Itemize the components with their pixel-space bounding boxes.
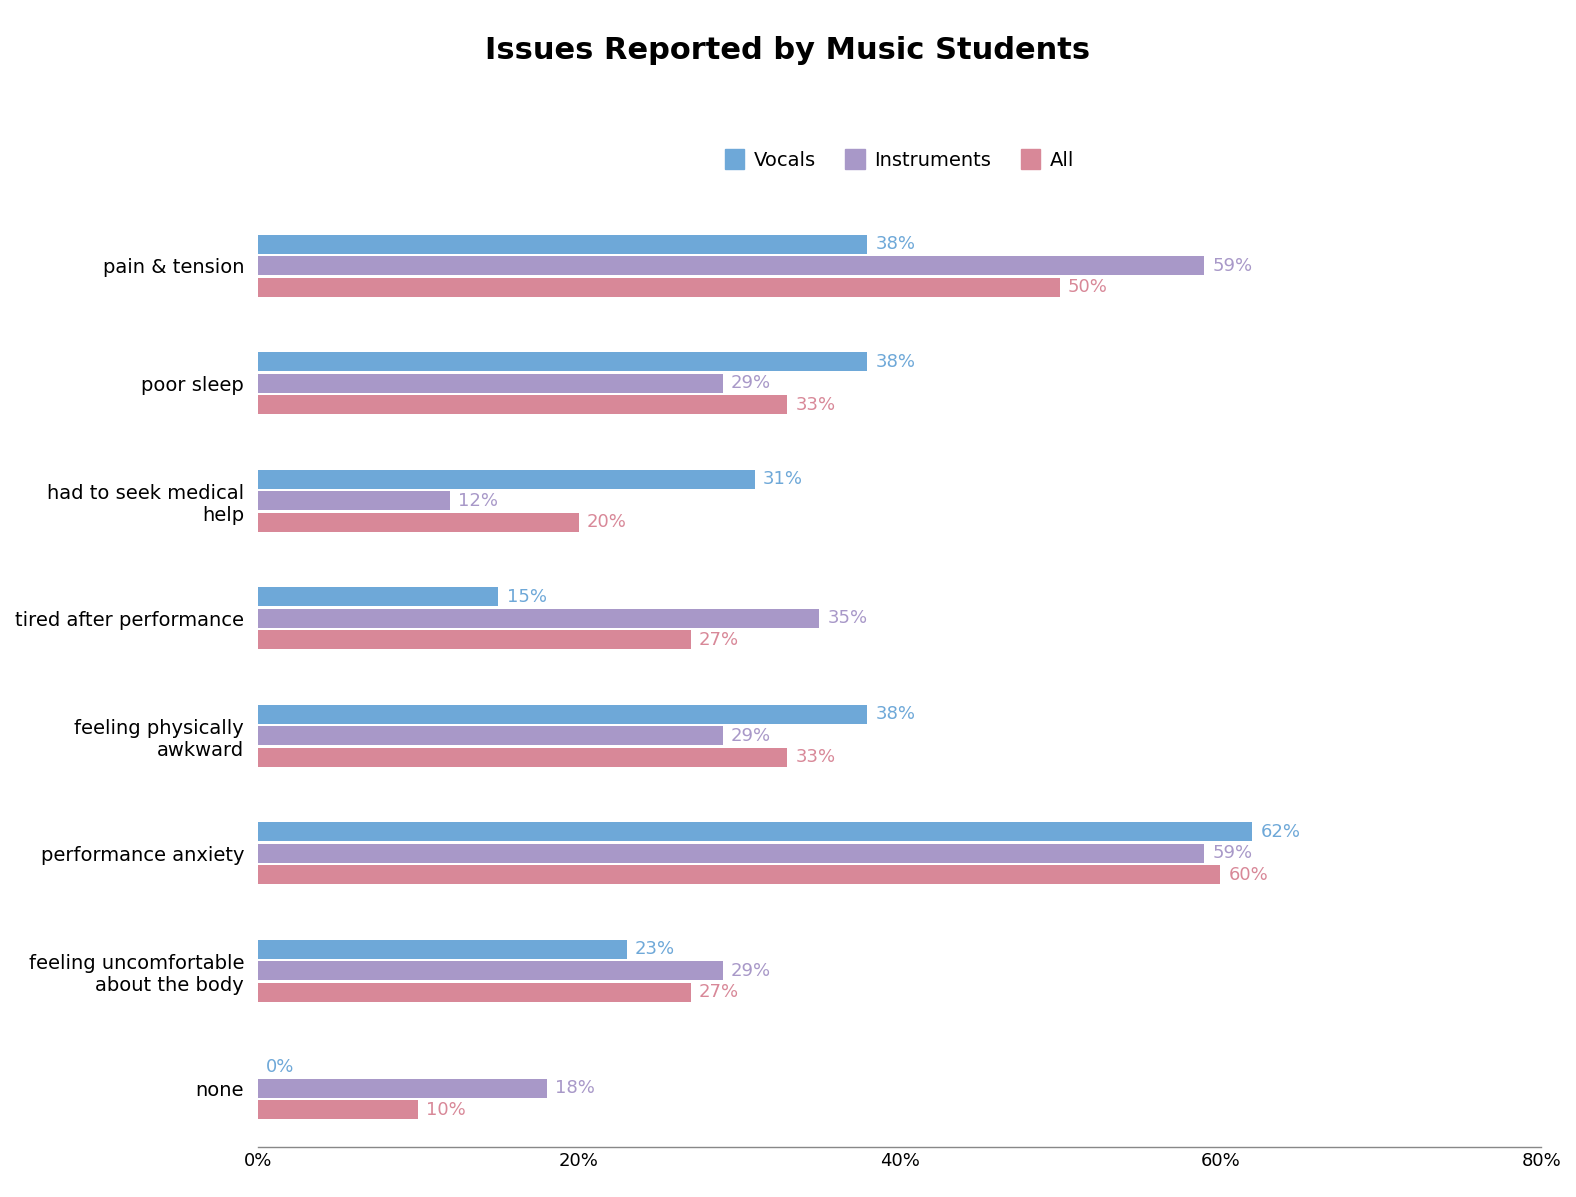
Bar bbox=[258, 940, 627, 959]
Text: 33%: 33% bbox=[796, 396, 835, 414]
Bar bbox=[258, 609, 820, 627]
Text: Issues Reported by Music Students: Issues Reported by Music Students bbox=[485, 36, 1091, 65]
Text: 20%: 20% bbox=[586, 514, 627, 531]
Bar bbox=[258, 822, 1253, 841]
Bar bbox=[258, 491, 451, 510]
Bar bbox=[258, 983, 690, 1002]
Text: 27%: 27% bbox=[700, 984, 739, 1002]
Text: 15%: 15% bbox=[506, 588, 547, 606]
Text: 12%: 12% bbox=[459, 492, 498, 510]
Bar bbox=[258, 748, 788, 767]
Bar bbox=[258, 235, 867, 254]
Text: 31%: 31% bbox=[763, 470, 804, 488]
Bar bbox=[258, 631, 690, 649]
Text: 23%: 23% bbox=[635, 941, 675, 959]
Bar bbox=[258, 395, 788, 414]
Bar bbox=[258, 1100, 418, 1119]
Text: 38%: 38% bbox=[875, 235, 916, 253]
Text: 33%: 33% bbox=[796, 748, 835, 766]
Bar bbox=[258, 469, 755, 488]
Text: 38%: 38% bbox=[875, 353, 916, 371]
Bar bbox=[258, 256, 1204, 275]
Bar bbox=[258, 512, 578, 531]
Bar bbox=[258, 278, 1061, 297]
Bar bbox=[258, 865, 1220, 885]
Bar bbox=[258, 961, 723, 980]
Text: 50%: 50% bbox=[1069, 278, 1108, 296]
Text: 38%: 38% bbox=[875, 705, 916, 723]
Bar bbox=[258, 352, 867, 371]
Text: 0%: 0% bbox=[266, 1058, 295, 1076]
Bar bbox=[258, 373, 723, 393]
Text: 35%: 35% bbox=[827, 609, 867, 627]
Bar bbox=[258, 1078, 547, 1098]
Bar bbox=[258, 844, 1204, 863]
Text: 27%: 27% bbox=[700, 631, 739, 649]
Text: 59%: 59% bbox=[1212, 844, 1253, 862]
Bar bbox=[258, 705, 867, 724]
Text: 18%: 18% bbox=[555, 1080, 594, 1098]
Text: 59%: 59% bbox=[1212, 256, 1253, 274]
Text: 60%: 60% bbox=[1228, 865, 1269, 883]
Text: 62%: 62% bbox=[1261, 822, 1300, 840]
Text: 10%: 10% bbox=[427, 1101, 466, 1119]
Bar bbox=[258, 727, 723, 746]
Bar bbox=[258, 588, 498, 606]
Text: 29%: 29% bbox=[731, 375, 771, 393]
Text: 29%: 29% bbox=[731, 962, 771, 980]
Text: 29%: 29% bbox=[731, 727, 771, 745]
Legend: Vocals, Instruments, All: Vocals, Instruments, All bbox=[717, 141, 1081, 177]
